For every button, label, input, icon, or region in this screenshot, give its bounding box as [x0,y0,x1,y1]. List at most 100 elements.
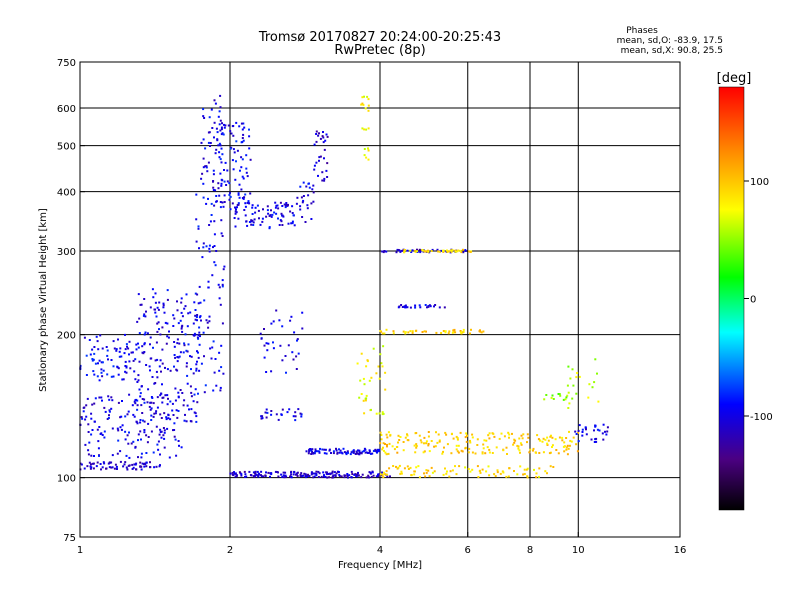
data-point [252,224,255,226]
data-point [115,465,118,468]
data-point [111,454,114,457]
data-point [252,471,255,474]
data-point [355,450,358,453]
data-point [261,415,264,418]
data-point [284,471,287,474]
data-point [223,201,226,203]
data-point [189,311,192,314]
data-point [140,385,143,388]
data-point [203,299,206,302]
data-point [325,473,328,476]
data-point [90,412,93,415]
data-point [396,467,399,470]
data-point [278,224,281,226]
data-point [159,431,162,433]
data-point [244,473,247,476]
data-point [155,315,158,318]
data-point [314,448,317,451]
data-point [228,193,231,196]
data-point [137,374,140,377]
data-point [133,415,136,418]
data-point [93,346,96,348]
data-point [433,470,436,473]
data-point [481,468,484,471]
data-point [185,293,188,296]
data-point [97,440,100,443]
data-point [204,384,207,387]
data-point [219,386,222,389]
data-point [269,475,271,478]
data-point [254,211,257,214]
data-point [388,442,391,445]
data-point [295,202,298,205]
data-point [343,451,346,454]
data-point [149,343,151,346]
data-point [270,472,273,475]
data-point [220,126,223,129]
data-point [210,202,213,205]
data-point [181,315,184,318]
data-point [425,442,428,445]
data-point [128,353,130,356]
data-point [575,392,578,395]
data-point [135,468,137,471]
data-point [183,419,186,422]
data-point [125,343,128,346]
data-point [208,131,211,134]
data-point [338,448,340,451]
data-point [380,362,383,365]
data-point [269,214,272,217]
data-point [411,249,414,252]
data-point [363,154,366,157]
data-point [145,434,148,437]
data-point [217,144,220,147]
data-point [248,470,251,473]
data-point [99,463,102,465]
data-point [594,424,597,427]
data-point [180,311,183,314]
data-point [194,388,197,391]
data-point [421,331,424,333]
data-point [218,286,221,289]
data-point [120,355,123,358]
data-point [416,248,418,251]
data-point [367,127,370,130]
data-point [124,348,127,351]
data-point [537,475,540,478]
data-point [119,460,122,463]
data-point [367,98,370,101]
data-point [243,126,246,129]
data-point [377,475,380,478]
data-point [480,331,483,334]
data-point [145,310,147,313]
data-point [415,466,418,469]
data-point [165,418,168,421]
data-point [195,363,198,366]
data-point [402,249,405,252]
data-point [418,248,421,251]
data-point [98,379,101,382]
data-point [445,472,448,475]
data-point [92,370,95,373]
data-point [195,240,198,243]
data-point [303,472,306,475]
data-point [181,324,184,327]
data-point [449,470,452,473]
x-tick-label: 16 [674,545,687,556]
data-point [548,452,551,455]
data-point [131,463,134,466]
data-point [293,331,296,334]
data-point [91,403,94,406]
data-point [423,472,425,475]
data-point [149,369,151,372]
data-point [173,341,176,343]
data-point [364,448,367,451]
data-point [282,471,285,474]
data-point [259,332,262,335]
data-point [101,466,104,469]
data-point [281,325,284,328]
data-point [368,471,371,474]
data-point [221,235,224,237]
data-point [166,368,169,371]
data-point [460,251,463,254]
